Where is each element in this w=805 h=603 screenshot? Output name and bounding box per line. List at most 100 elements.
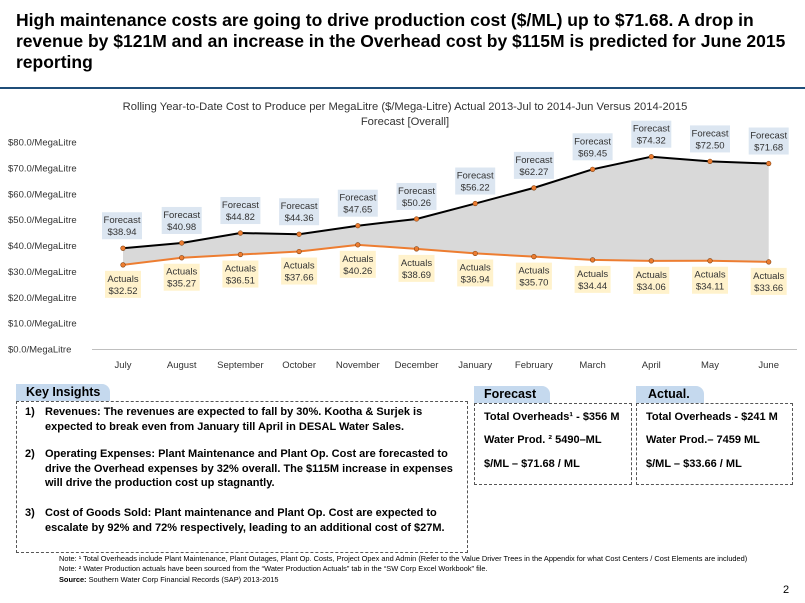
forecast-data-label-series: Forecast	[339, 193, 376, 204]
insight-number: 3)	[25, 507, 35, 519]
x-tick-label: June	[758, 360, 779, 371]
forecast-data-label-box	[102, 212, 142, 240]
actuals-point	[589, 257, 596, 263]
actuals-data-label-box	[222, 260, 259, 288]
insight-text: Operating Expenses: Plant Maintenance an…	[45, 448, 453, 489]
footnote-2: Note: ² Water Production actuals have be…	[59, 564, 488, 574]
actual-total-overheads: Total Overheads - $241 M	[646, 411, 778, 423]
forecast-point	[707, 158, 713, 165]
forecast-point	[531, 185, 537, 191]
forecast-data-label-series: Forecast	[457, 171, 494, 182]
insight-number: 1)	[25, 406, 35, 418]
y-tick-label: $10.0/MegaLitre	[8, 319, 77, 330]
forecast-point	[179, 240, 185, 246]
source-line: Source: Southern Water Corp Financial Re…	[59, 575, 779, 585]
x-tick-label: November	[336, 360, 380, 371]
page-number: 2	[783, 584, 790, 596]
y-tick-label: $20.0/MegaLitre	[8, 293, 77, 304]
actuals-data-label-series: Actuals	[753, 271, 784, 282]
y-tick-label: $0.0/MegaLitre	[8, 345, 71, 356]
headline-divider	[0, 87, 805, 89]
forecast-data-label-box	[631, 120, 672, 148]
x-tick-label: October	[282, 360, 316, 371]
actuals-data-label-box	[574, 265, 611, 293]
actuals-data-label-series: Actuals	[342, 254, 373, 265]
forecast-data-label-value: $74.32	[637, 136, 666, 147]
forecast-data-label-box	[161, 206, 202, 234]
actuals-data-label-value: $33.66	[754, 283, 783, 294]
chart-title-line-1: Rolling Year-to-Date Cost to Produce per…	[123, 101, 688, 113]
y-tick-label: $70.0/MegaLitre	[8, 163, 77, 174]
forecast-point	[589, 166, 596, 172]
insight-item-revenues: 1) Revenues: The revenues are expected t…	[25, 405, 465, 434]
forecast-data-label-value: $69.45	[578, 148, 607, 159]
slide-headline: High maintenance costs are going to driv…	[16, 10, 786, 72]
actuals-data-label-box	[281, 257, 318, 285]
actuals-data-label-value: $34.06	[637, 282, 666, 293]
actuals-point	[413, 246, 420, 252]
actuals-series-line	[122, 243, 769, 266]
insight-item-cogs: 3) Cost of Goods Sold: Plant maintenance…	[25, 506, 465, 535]
actual-water-production: Water Prod.– 7459 ML	[646, 434, 760, 446]
forecast-data-label-value: $47.65	[343, 205, 372, 216]
actuals-data-label-series: Actuals	[401, 258, 432, 269]
actuals-data-label-box	[692, 266, 728, 294]
actuals-data-label-value: $32.52	[108, 286, 137, 297]
actuals-point	[179, 255, 185, 261]
actuals-data-label-value: $37.66	[285, 273, 314, 284]
forecast-data-label-series: Forecast	[281, 201, 318, 212]
forecast-data-label-value: $44.82	[226, 212, 255, 223]
x-tick-label: February	[515, 360, 553, 371]
forecast-data-label-box	[220, 197, 261, 225]
actuals-data-label-series: Actuals	[577, 269, 608, 280]
forecast-point	[120, 245, 126, 251]
actuals-data-label-value: $38.69	[402, 270, 431, 281]
forecast-data-label-series: Forecast	[515, 155, 552, 166]
x-tick-label: September	[217, 360, 263, 371]
forecast-data-label-box	[690, 125, 730, 153]
actuals-data-label-value: $34.44	[578, 281, 607, 292]
forecast-panel: Total Overheads¹ - $356 M Water Prod. ² …	[474, 403, 632, 485]
forecast-data-label-series: Forecast	[163, 210, 200, 221]
forecast-actual-gap-area	[123, 156, 769, 265]
forecast-data-label-series: Forecast	[750, 131, 787, 142]
forecast-data-label-value: $50.26	[402, 198, 431, 209]
x-tick-label: August	[167, 360, 197, 371]
actuals-point	[355, 242, 361, 248]
actuals-data-label-value: $35.70	[519, 278, 548, 289]
x-tick-label: May	[701, 360, 719, 371]
forecast-data-label-series: Forecast	[633, 124, 670, 135]
forecast-data-label-box	[513, 151, 554, 179]
x-tick-label: January	[458, 360, 492, 371]
actuals-data-label-series: Actuals	[166, 267, 197, 278]
forecast-data-label-series: Forecast	[574, 136, 611, 147]
forecast-cost-per-ml: $/ML – $71.68 / ML	[484, 458, 580, 470]
y-tick-label: $40.0/MegaLitre	[8, 241, 77, 252]
insight-text: Cost of Goods Sold: Plant maintenance an…	[45, 507, 445, 534]
actuals-data-label-series: Actuals	[284, 261, 315, 272]
y-tick-label: $80.0/MegaLitre	[8, 138, 77, 149]
forecast-data-label-box	[572, 133, 613, 161]
source-label: Source:	[59, 574, 87, 584]
actuals-data-label-box	[105, 270, 141, 298]
actuals-point	[296, 248, 302, 255]
chart-title-line-2: Forecast [Overall]	[361, 116, 449, 128]
forecast-data-label-series: Forecast	[104, 215, 141, 226]
forecast-data-label-value: $71.68	[754, 143, 783, 154]
actual-panel: Total Overheads - $241 M Water Prod.– 74…	[636, 403, 793, 485]
forecast-point	[766, 160, 772, 167]
forecast-data-label-box	[455, 167, 496, 195]
forecast-point	[472, 200, 478, 207]
actuals-data-label-box	[457, 259, 494, 287]
actuals-data-label-series: Actuals	[107, 274, 138, 285]
key-insights-tab: Key Insights	[16, 384, 110, 401]
forecast-data-label-value: $44.36	[285, 213, 314, 224]
actuals-point	[707, 258, 713, 264]
actuals-data-label-box	[339, 250, 376, 278]
source-text: Southern Water Corp Financial Records (S…	[86, 574, 279, 584]
actuals-data-label-value: $36.51	[226, 276, 255, 287]
forecast-point	[355, 223, 361, 229]
forecast-data-label-series: Forecast	[222, 200, 259, 211]
forecast-data-label-box	[337, 189, 378, 217]
actuals-data-label-box	[515, 262, 552, 290]
